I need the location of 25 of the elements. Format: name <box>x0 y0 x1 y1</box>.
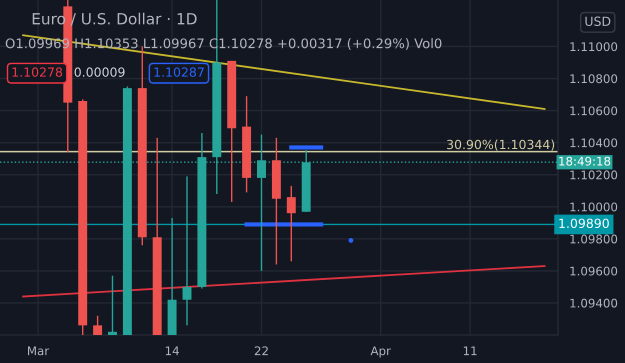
ref-line-label: 1.09890 <box>559 218 609 228</box>
candlestick <box>286 185 296 262</box>
y-tick-label: 1.09800 <box>570 234 618 244</box>
text: USD <box>585 16 610 26</box>
annotation: 30.90%(1.10344) <box>447 140 554 151</box>
y-tick-label: 1.10800 <box>570 74 618 84</box>
candlestick <box>182 176 192 326</box>
y-tick-label: 1.09400 <box>570 298 618 308</box>
annotation: 0.00009 <box>74 67 125 77</box>
y-tick-label: 1.11000 <box>570 42 618 52</box>
y-tick-label: 1.10600 <box>570 106 618 116</box>
text: 18:49:18 <box>559 156 610 166</box>
y-tick-label: 1.10200 <box>570 170 618 180</box>
candlestick <box>108 275 117 335</box>
x-tick-label: 14 <box>166 346 179 356</box>
annotation: 1.10278 <box>12 67 62 77</box>
annotation: 1.10287 <box>154 67 204 77</box>
y-tick-label: 1.10000 <box>570 202 618 212</box>
x-tick-label: Mar <box>28 346 50 356</box>
candlestick <box>93 315 102 335</box>
x-tick-label: 11 <box>464 346 477 356</box>
y-tick-label: 1.09600 <box>570 266 618 276</box>
x-tick-label: Apr <box>370 346 391 358</box>
x-tick-label: 22 <box>254 346 268 356</box>
y-tick-label: 1.10400 <box>570 138 618 148</box>
